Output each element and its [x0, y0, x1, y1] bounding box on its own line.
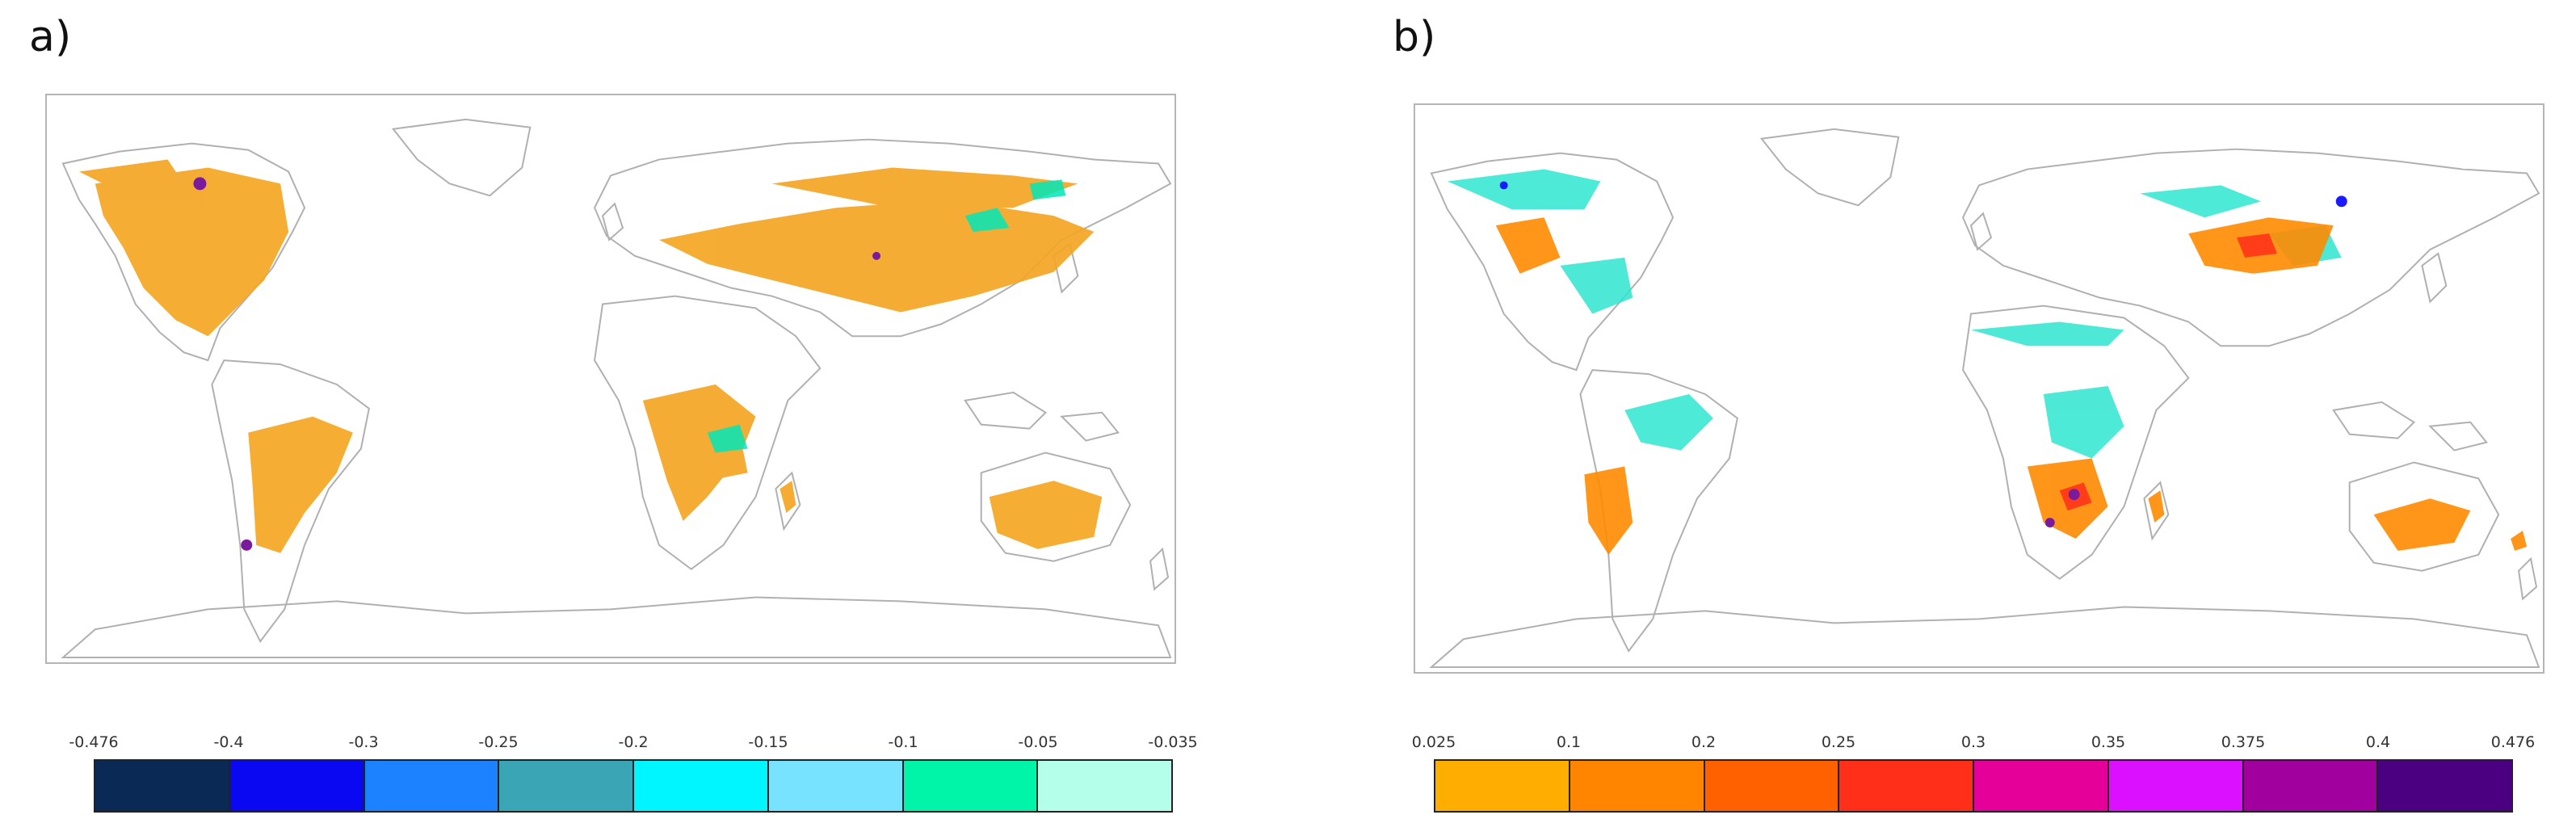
dark-spots: [1499, 181, 2347, 208]
coastlines: [1429, 128, 2540, 669]
colorbar-tick: 0.025: [1411, 733, 1456, 751]
colorbar-tick: -0.1: [888, 733, 918, 751]
colorbar-tick: 0.3: [1960, 733, 1986, 751]
colorbar-swatch: [2108, 761, 2244, 811]
colorbar-swatch: [364, 761, 500, 811]
panel-b-colorbar: [1434, 759, 2513, 813]
colorbar-tick: -0.25: [478, 733, 519, 751]
colorbar-tick: 0.476: [2490, 733, 2536, 751]
cyan-patches: [1447, 169, 2342, 459]
colorbar-swatch: [2378, 761, 2511, 811]
coastlines: [61, 118, 1172, 659]
anomaly-patches: [78, 159, 1103, 553]
panel-b-label: b): [1393, 13, 1436, 61]
colorbar-tick: 0.25: [1821, 733, 1856, 751]
colorbar-tick: -0.15: [748, 733, 788, 751]
colorbar-swatch: [2243, 761, 2379, 811]
panel-a-label: a): [29, 13, 72, 61]
colorbar-tick: -0.2: [618, 733, 649, 751]
panel-b-colorbar-ticks: 0.025 0.1 0.2 0.25 0.3 0.35 0.375 0.4 0.…: [1412, 733, 2535, 758]
colorbar-swatch: [1435, 761, 1570, 811]
colorbar-swatch: [634, 761, 769, 811]
colorbar-tick: 0.35: [2091, 733, 2126, 751]
colorbar-tick: -0.035: [1148, 733, 1198, 751]
colorbar-swatch: [1974, 761, 2109, 811]
panel-a-colorbar-ticks: -0.476 -0.4 -0.3 -0.25 -0.2 -0.15 -0.1 -…: [69, 733, 1197, 758]
purple-spots: [2044, 489, 2080, 528]
colorbar-swatch: [1570, 761, 1705, 811]
colorbar-swatch: [768, 761, 904, 811]
colorbar-swatch: [1839, 761, 1974, 811]
panel-a-colorbar: [94, 759, 1173, 813]
colorbar-swatch: [229, 761, 365, 811]
accent-patches: [707, 179, 1066, 453]
colorbar-swatch: [903, 761, 1039, 811]
colorbar-tick: 0.1: [1556, 733, 1582, 751]
colorbar-tick: -0.05: [1018, 733, 1058, 751]
colorbar-tick: 0.2: [1691, 733, 1717, 751]
colorbar-swatch: [95, 761, 230, 811]
colorbar-tick: 0.4: [2365, 733, 2391, 751]
colorbar-tick: -0.476: [69, 733, 119, 751]
panel-b-map: [1414, 103, 2544, 674]
panel-a-map: [45, 94, 1176, 664]
dark-spots: [193, 177, 881, 551]
colorbar-swatch: [1038, 761, 1171, 811]
colorbar-tick: -0.3: [348, 733, 379, 751]
colorbar-swatch: [499, 761, 634, 811]
colorbar-tick: 0.375: [2221, 733, 2266, 751]
colorbar-swatch: [1704, 761, 1840, 811]
colorbar-tick: -0.4: [213, 733, 244, 751]
